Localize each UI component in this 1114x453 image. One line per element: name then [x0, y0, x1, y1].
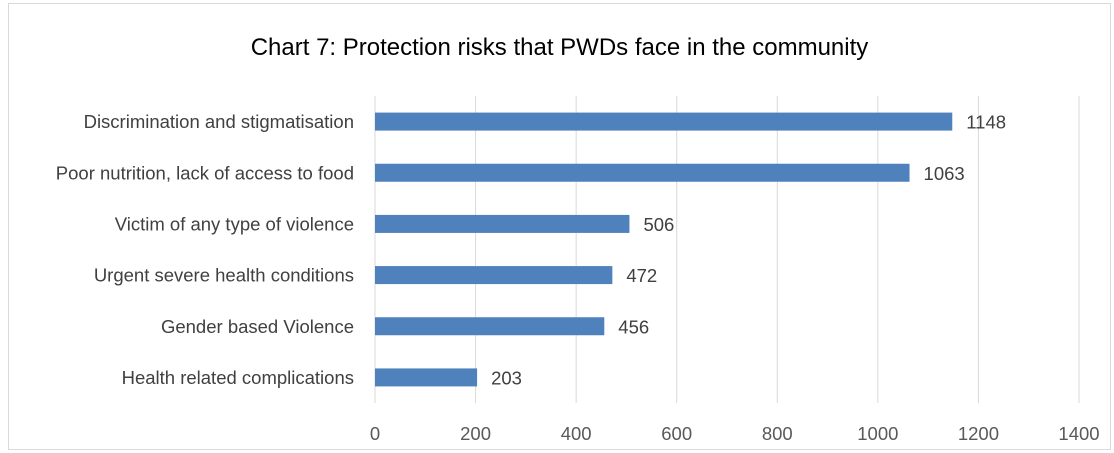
chart-title: Chart 7: Protection risks that PWDs face…	[250, 34, 869, 61]
category-label: Gender based Violence	[161, 316, 354, 337]
x-tick-label: 1400	[1058, 423, 1099, 444]
x-tick-label: 1200	[958, 423, 999, 444]
bar	[375, 163, 910, 182]
category-label: Urgent severe health conditions	[94, 265, 354, 286]
bar	[375, 317, 605, 336]
x-tick-label: 800	[762, 423, 793, 444]
category-label: Poor nutrition, lack of access to food	[56, 162, 354, 183]
x-tick-labels: 0 200 400 600 800 1000 1200 1400	[370, 423, 1100, 444]
x-tick-label: 400	[561, 423, 592, 444]
data-label: 456	[618, 316, 649, 337]
data-label: 506	[643, 214, 674, 235]
category-labels: Discrimination and stigmatisation Poor nu…	[56, 111, 354, 388]
x-tick-label: 1000	[857, 423, 898, 444]
x-tick-label: 600	[661, 423, 692, 444]
category-label: Health related complications	[122, 367, 354, 388]
x-tick-label: 0	[370, 423, 380, 444]
data-label: 203	[491, 367, 522, 388]
gridlines	[374, 96, 1080, 403]
category-label: Discrimination and stigmatisation	[84, 111, 354, 132]
bar	[375, 214, 630, 233]
bar	[375, 266, 613, 285]
data-label: 1063	[924, 163, 965, 184]
bars	[375, 112, 953, 387]
data-labels: 1148 1063 506 472 456 203	[491, 112, 1006, 389]
data-label: 472	[626, 265, 657, 286]
x-tick-label: 200	[460, 423, 491, 444]
bar	[375, 368, 478, 387]
bar	[375, 112, 953, 131]
category-label: Victim of any type of violence	[115, 213, 354, 234]
data-label: 1148	[966, 112, 1006, 133]
